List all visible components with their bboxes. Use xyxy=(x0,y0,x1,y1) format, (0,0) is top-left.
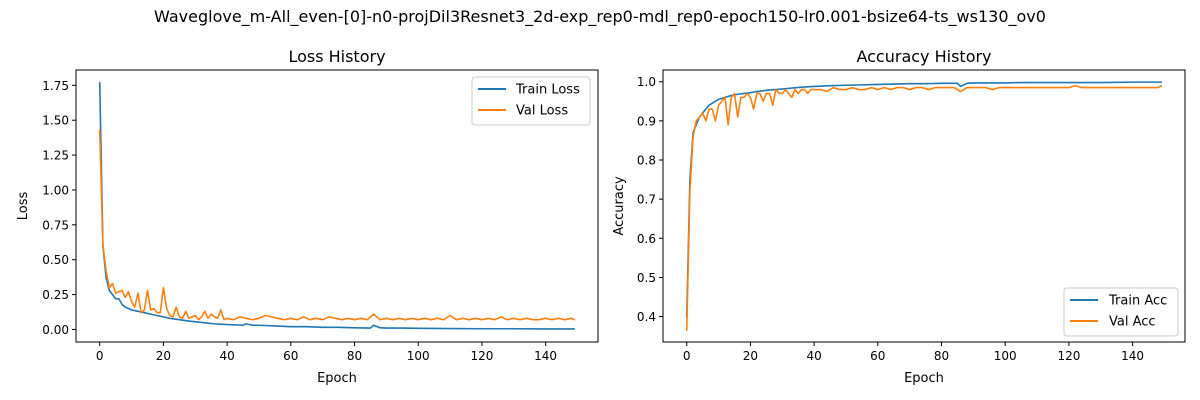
accuracy-y-tick-label: 1.0 xyxy=(637,75,656,89)
accuracy-x-tick-label: 80 xyxy=(934,349,949,363)
accuracy-x-tick-label: 60 xyxy=(870,349,885,363)
loss-series-line-train xyxy=(98,81,576,330)
accuracy-x-tick-label: 140 xyxy=(1121,349,1144,363)
accuracy-y-tick-label: 0.7 xyxy=(637,193,656,207)
accuracy-series-line-train xyxy=(685,81,1163,318)
loss-y-tick-label: 0.00 xyxy=(42,323,69,337)
loss-x-tick-label: 60 xyxy=(283,349,298,363)
accuracy-y-ticks: 0.4 0.5 0.6 0.7 0.8 0.9 1.0 xyxy=(637,75,663,324)
accuracy-axes-frame xyxy=(662,69,1186,343)
accuracy-x-tick-label: 0 xyxy=(683,349,691,363)
accuracy-x-tick-label: 100 xyxy=(994,349,1017,363)
loss-series-line-val xyxy=(98,129,576,321)
loss-x-tick-label: 80 xyxy=(347,349,362,363)
accuracy-y-tick-label: 0.5 xyxy=(637,271,656,285)
loss-x-axis-label: Epoch xyxy=(317,371,357,386)
loss-legend: Train Loss Val Loss xyxy=(471,76,591,126)
loss-y-tick-label: 0.25 xyxy=(42,288,69,302)
accuracy-x-axis-label: Epoch xyxy=(904,371,944,386)
accuracy-legend-train-label: Train Acc xyxy=(1108,294,1167,309)
accuracy-x-ticks: 0 20 40 60 80 100 120 140 xyxy=(683,342,1144,363)
loss-y-tick-label: 0.75 xyxy=(42,218,69,232)
loss-y-tick-label: 1.50 xyxy=(42,114,69,128)
accuracy-y-tick-label: 0.8 xyxy=(637,154,656,168)
accuracy-legend: Train Acc Val Acc xyxy=(1063,287,1179,337)
loss-x-tick-label: 0 xyxy=(96,349,104,363)
accuracy-series-line-val xyxy=(685,84,1163,332)
accuracy-x-tick-label: 120 xyxy=(1057,349,1080,363)
accuracy-y-tick-label: 0.6 xyxy=(637,232,656,246)
loss-y-tick-label: 1.00 xyxy=(42,183,69,197)
accuracy-series-group xyxy=(685,81,1163,332)
loss-axes-frame xyxy=(75,69,599,343)
accuracy-y-tick-label: 0.4 xyxy=(637,310,656,324)
loss-chart-title: Loss History xyxy=(288,47,385,66)
loss-y-ticks: 0.00 0.25 0.50 0.75 1.00 1.25 1.50 1.75 xyxy=(42,79,76,337)
accuracy-y-tick-label: 0.9 xyxy=(637,114,656,128)
loss-chart: 0 20 40 60 80 100 120 140 0.00 0.25 0.50 0.75 1.00 1… xyxy=(16,47,599,386)
accuracy-chart: 0 20 40 60 80 100 120 140 0.4 0.5 0.6 0.7 0.8 0.9 1.0… xyxy=(612,47,1186,386)
loss-y-axis-label: Loss xyxy=(16,192,31,221)
loss-legend-train-label: Train Loss xyxy=(515,83,580,98)
loss-x-tick-label: 20 xyxy=(156,349,171,363)
accuracy-y-axis-label: Accuracy xyxy=(612,176,627,236)
loss-y-tick-label: 0.50 xyxy=(42,253,69,267)
loss-y-tick-label: 1.75 xyxy=(42,79,69,93)
loss-x-tick-label: 40 xyxy=(219,349,234,363)
loss-x-tick-label: 100 xyxy=(407,349,430,363)
loss-x-tick-label: 140 xyxy=(534,349,557,363)
loss-series-group xyxy=(98,81,576,330)
accuracy-chart-title: Accuracy History xyxy=(856,47,991,66)
loss-y-tick-label: 1.25 xyxy=(42,149,69,163)
accuracy-x-tick-label: 40 xyxy=(806,349,821,363)
loss-x-tick-label: 120 xyxy=(470,349,493,363)
accuracy-legend-val-label: Val Acc xyxy=(1109,315,1156,330)
accuracy-x-tick-label: 20 xyxy=(743,349,758,363)
loss-legend-val-label: Val Loss xyxy=(516,104,568,119)
figure-suptitle: Waveglove_m-All_even-[0]-n0-projDil3Resn… xyxy=(154,7,1046,27)
loss-x-ticks: 0 20 40 60 80 100 120 140 xyxy=(96,342,557,363)
